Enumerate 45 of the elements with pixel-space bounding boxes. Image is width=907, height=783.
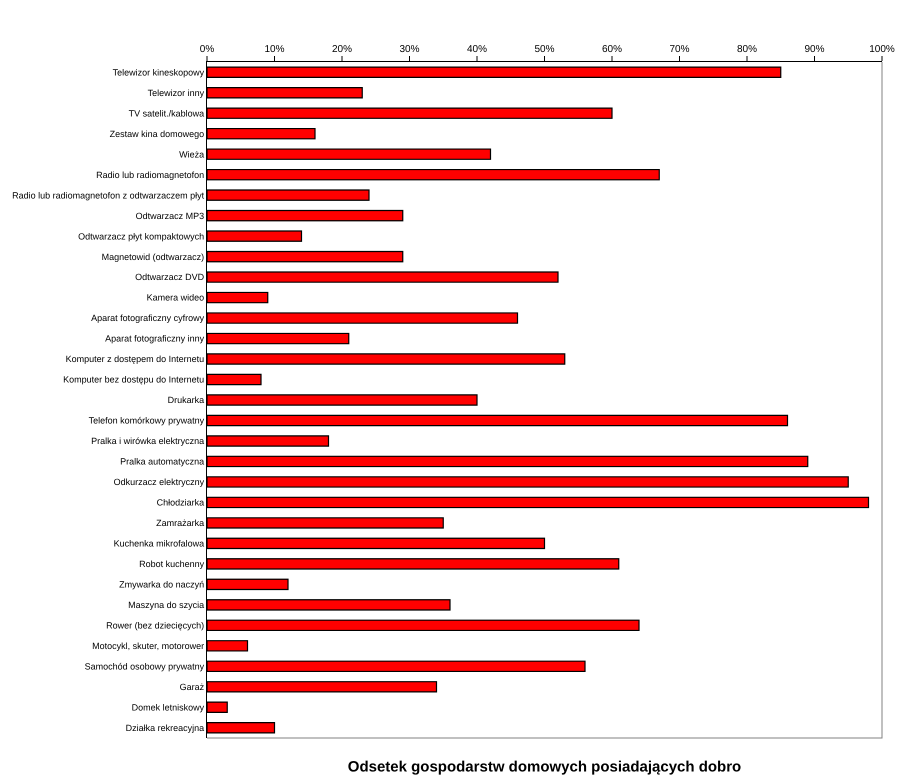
x-tick-label: 100% (869, 44, 895, 55)
x-tick-label: 0% (200, 44, 214, 55)
y-tick-label: Radio lub radiomagnetofon z odtwarzaczem płyt (12, 190, 205, 200)
x-tick-label: 70% (669, 44, 690, 55)
y-tick-label: Odkurzacz elektryczny (114, 477, 205, 488)
y-tick-label: Odtwarzacz płyt kompaktowych (78, 231, 204, 242)
text: Odsetek gospodarstw domowych posiadających dobro (348, 758, 742, 776)
y-tick-label: Komputer bez dostępu do Internetu (63, 374, 204, 385)
y-tick-label: Wieża (179, 149, 204, 160)
y-tick-label: Odtwarzacz MP3 (136, 210, 204, 221)
y-tick-label: Telewizor inny (148, 88, 205, 98)
y-tick-label: Robot kuchenny (139, 559, 205, 570)
y-tick-label: Domek letniskowy (132, 702, 205, 712)
x-tick-label: 90% (804, 44, 825, 55)
x-tick-label: 20% (332, 44, 352, 55)
y-tick-label: Zmywarka do naczyń (119, 580, 204, 590)
x-tick-label: 30% (399, 44, 420, 55)
y-tick-label: Kamera wideo (146, 292, 204, 303)
y-tick-label: Magnetowid (odtwarzacz) (102, 252, 204, 262)
x-tick-label: 50% (534, 44, 555, 55)
y-tick-label: Pralka i wirówka elektryczna (91, 436, 204, 446)
x-tick-label: 60% (602, 44, 622, 55)
x-tick-label: 80% (736, 44, 758, 55)
y-tick-label: Telefon komórkowy prywatny (88, 416, 205, 426)
y-tick-label: Pralka automatyczna (120, 456, 204, 467)
y-tick-label: Aparat fotograficzny cyfrowy (91, 313, 205, 324)
y-tick-label: Samochód osobowy prywatny (84, 661, 205, 672)
y-tick-label: TV satelit./kablowa (128, 108, 204, 118)
y-tick-label: Motocykl, skuter, motorower (92, 640, 204, 651)
y-tick-label: Maszyna do szycia (128, 600, 204, 610)
y-tick-label: Aparat fotograficzny inny (105, 334, 205, 344)
y-tick-label: Kuchenka mikrofalowa (114, 538, 204, 549)
y-tick-label: Radio lub radiomagnetofon (96, 170, 204, 180)
y-tick-label: Chłodziarka (156, 498, 204, 508)
y-tick-label: Rower (bez dziecięcych) (106, 620, 204, 630)
y-tick-label: Drukarka (168, 395, 204, 406)
y-tick-label: Odtwarzacz DVD (135, 272, 205, 282)
y-tick-label: Zestaw kina domowego (110, 128, 204, 139)
y-tick-label: Komputer z dostępem do Internetu (66, 354, 204, 364)
x-tick-label: 40% (466, 44, 488, 55)
y-tick-label: Działka rekreacyjna (126, 722, 204, 733)
y-tick-label: Zamrażarka (156, 518, 204, 528)
y-tick-label: Telewizor kineskopowy (112, 67, 205, 78)
y-tick-label: Garaż (180, 682, 205, 692)
x-tick-label: 10% (264, 44, 285, 55)
